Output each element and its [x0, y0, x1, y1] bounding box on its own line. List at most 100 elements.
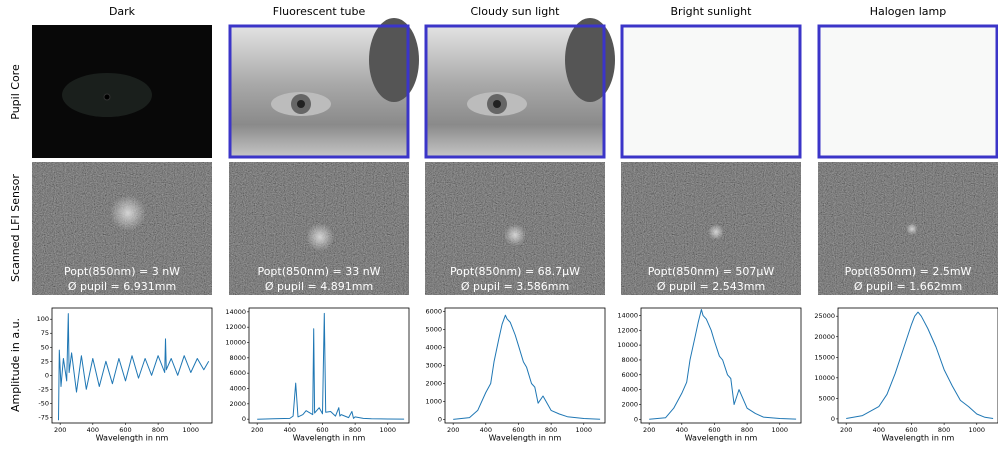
y-tick-label: 75 — [41, 329, 49, 337]
x-tick-label: 400 — [873, 426, 885, 434]
y-tick-label: 14000 — [225, 308, 246, 316]
y-tick-label: 12000 — [617, 326, 638, 334]
x-axis-label: Wavelength in nm — [882, 434, 955, 443]
row-label: Pupil Core — [9, 64, 22, 120]
column-title: Bright sunlight — [671, 5, 753, 18]
pupil-core-image — [32, 25, 212, 158]
pupil-spot — [110, 195, 146, 231]
annotation: Popt(850nm) = 68.7μW — [450, 265, 580, 278]
pupil-core-image — [817, 24, 998, 159]
x-axis-label: Wavelength in nm — [96, 434, 169, 443]
plot-frame — [837, 307, 998, 424]
x-tick-label: 1000 — [772, 426, 789, 434]
pupil-spot — [504, 224, 526, 246]
y-tick-label: 5000 — [818, 394, 835, 402]
y-tick-label: 2000 — [229, 400, 246, 408]
lfi-image — [621, 162, 801, 295]
y-tick-label: 14000 — [617, 311, 638, 319]
lfi-image — [229, 162, 409, 295]
y-tick-label: 0 — [45, 371, 49, 379]
pupil — [493, 100, 501, 108]
y-tick-label: -75 — [38, 413, 49, 421]
lfi-image — [425, 162, 605, 295]
annotation: Popt(850nm) = 33 nW — [257, 265, 380, 278]
x-tick-label: 600 — [119, 426, 131, 434]
hair — [565, 18, 615, 102]
x-tick-label: 200 — [643, 426, 655, 434]
x-tick-label: 600 — [905, 426, 917, 434]
column-title: Cloudy sun light — [471, 5, 561, 18]
pupil — [103, 93, 111, 101]
y-tick-label: 50 — [41, 343, 49, 351]
image-bg — [818, 25, 998, 158]
y-tick-label: 3000 — [425, 362, 442, 370]
y-tick-label: 20000 — [814, 333, 835, 341]
y-tick-label: 25000 — [814, 312, 835, 320]
y-tick-label: 4000 — [229, 385, 246, 393]
x-axis-label: Wavelength in nm — [685, 434, 758, 443]
x-tick-label: 1000 — [183, 426, 200, 434]
plot-frame — [51, 307, 213, 424]
y-tick-label: -25 — [38, 385, 49, 393]
annotation: Ø pupil = 6.931mm — [68, 280, 176, 293]
y-tick-label: 5000 — [425, 326, 442, 334]
annotation: Ø pupil = 4.891mm — [265, 280, 373, 293]
x-tick-label: 400 — [480, 426, 492, 434]
image-border — [424, 24, 606, 159]
x-tick-label: 800 — [152, 426, 164, 434]
x-tick-label: 400 — [284, 426, 296, 434]
x-axis-label: Wavelength in nm — [293, 434, 366, 443]
spectrum-line — [453, 314, 601, 420]
annotation: Popt(850nm) = 507μW — [648, 265, 775, 278]
spectrum-line — [846, 311, 994, 419]
x-tick-label: 600 — [316, 426, 328, 434]
image-border — [228, 24, 410, 159]
annotation: Popt(850nm) = 2.5mW — [845, 265, 972, 278]
lfi-image — [818, 162, 998, 295]
y-axis-label: Amplitude in a.u. — [9, 318, 22, 412]
y-tick-label: 6000 — [425, 308, 442, 316]
x-tick-label: 200 — [447, 426, 459, 434]
x-tick-label: 1000 — [969, 426, 986, 434]
image-bg — [621, 25, 801, 158]
y-tick-label: 6000 — [229, 369, 246, 377]
y-tick-label: 0 — [438, 415, 442, 423]
y-tick-label: 10000 — [225, 339, 246, 347]
pupil-spot — [306, 223, 334, 251]
x-tick-label: 800 — [349, 426, 361, 434]
column-title: Dark — [109, 5, 136, 18]
x-tick-label: 400 — [87, 426, 99, 434]
x-tick-label: 200 — [54, 426, 66, 434]
x-tick-label: 1000 — [576, 426, 593, 434]
y-tick-label: 0 — [634, 415, 638, 423]
image-border — [620, 24, 802, 159]
y-tick-label: 8000 — [229, 354, 246, 362]
x-tick-label: 800 — [938, 426, 950, 434]
pupil-core-image — [424, 18, 615, 159]
x-tick-label: 200 — [840, 426, 852, 434]
annotation: Ø pupil = 1.662mm — [854, 280, 962, 293]
y-tick-label: 10000 — [617, 341, 638, 349]
pupil-core-image — [620, 24, 802, 159]
image-border — [817, 24, 998, 159]
y-tick-label: 6000 — [621, 371, 638, 379]
spectrum-line — [649, 309, 797, 420]
x-tick-label: 600 — [708, 426, 720, 434]
y-tick-label: 8000 — [621, 356, 638, 364]
annotation: Ø pupil = 3.586mm — [461, 280, 569, 293]
plot-frame — [248, 307, 410, 424]
spectrum-line — [257, 312, 405, 420]
pupil-spot — [906, 223, 918, 235]
annotation: Ø pupil = 2.543mm — [657, 280, 765, 293]
x-tick-label: 800 — [545, 426, 557, 434]
y-tick-label: 10000 — [814, 374, 835, 382]
row-label: Scanned LFI Sensor — [9, 174, 22, 282]
spectrum-line — [58, 313, 210, 421]
y-tick-label: 4000 — [425, 344, 442, 352]
y-tick-label: -50 — [38, 399, 49, 407]
y-tick-label: 4000 — [621, 386, 638, 394]
pupil — [297, 100, 305, 108]
y-tick-label: 25 — [41, 357, 49, 365]
